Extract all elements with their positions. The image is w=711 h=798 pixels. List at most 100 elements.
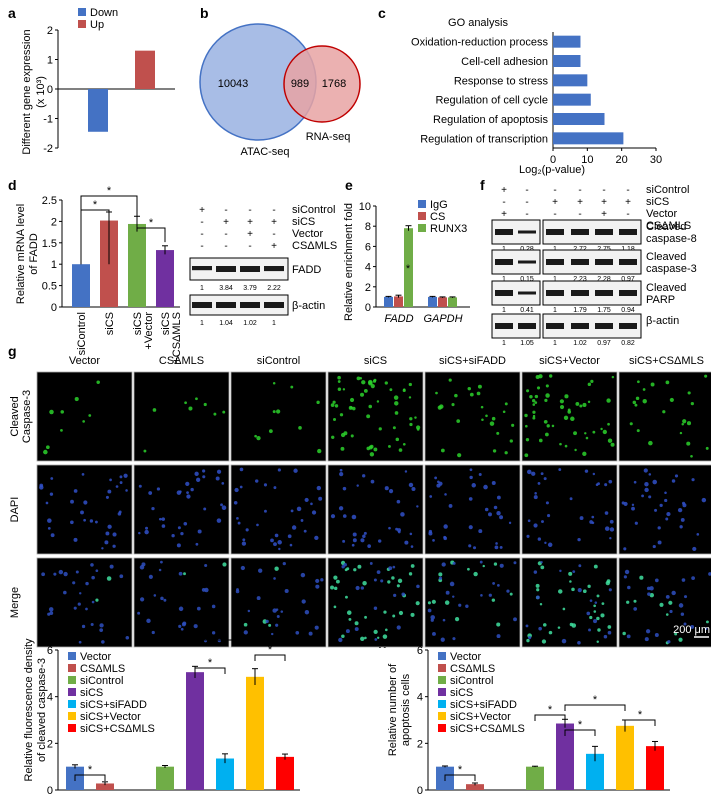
cell-dot: [91, 600, 95, 604]
cell-dot: [543, 477, 547, 481]
cell-dot: [368, 404, 373, 409]
panel-d-blot-mark: +: [247, 217, 253, 228]
cell-dot: [662, 410, 666, 414]
cell-dot: [222, 410, 226, 414]
panel-f-mark: -: [553, 209, 556, 220]
cell-dot: [641, 494, 644, 498]
panel-f-mark: -: [626, 209, 629, 220]
cell-dot: [442, 618, 446, 622]
cell-dot: [493, 562, 498, 566]
cell-dot: [77, 602, 81, 606]
cell-dot: [634, 521, 638, 525]
cell-dot: [243, 622, 248, 627]
cell-dot: [264, 509, 267, 513]
blot-band-actin: [240, 302, 260, 308]
cell-dot: [431, 599, 436, 604]
cell-dot: [301, 599, 306, 604]
panel-h-chart: Relative number of apoptosis cells 0 2 4 6 V…: [387, 645, 670, 797]
panel-d-ytick-label: 0.5: [42, 281, 57, 293]
cell-dot: [410, 545, 414, 548]
cell-dot: [668, 600, 673, 605]
cell-dot: [649, 586, 654, 591]
cell-dot: [221, 505, 227, 510]
cell-dot: [626, 600, 630, 604]
cell-dot: [404, 540, 409, 545]
blot-quant-fadd: 3.84: [219, 285, 233, 292]
panel-h-legend-swatch: [438, 724, 446, 732]
cell-dot: [343, 563, 347, 567]
cell-dot: [443, 536, 448, 541]
cell-dot: [434, 476, 438, 480]
cell-dot: [637, 380, 640, 384]
cell-dot: [156, 487, 161, 491]
cell-dot: [645, 629, 651, 634]
cell-dot: [559, 569, 562, 573]
cell-dot: [272, 410, 276, 414]
cell-dot: [569, 622, 574, 627]
cell-dot: [314, 625, 319, 630]
cell-dot: [478, 473, 482, 477]
cell-dot: [644, 487, 649, 493]
cell-dot: [268, 429, 273, 434]
panel-g-microscopy: Vector CSΔMLS siControl siCS siCS+siFADD siCS…: [9, 355, 711, 648]
panel-e-ytick-label: 6: [365, 241, 371, 253]
cell-dot: [678, 603, 684, 608]
panel-f-band: [619, 259, 637, 265]
cell-dot: [635, 396, 640, 401]
cell-dot: [339, 472, 344, 477]
cell-dot: [256, 596, 261, 601]
cell-dot: [140, 597, 145, 602]
cell-dot: [558, 468, 562, 471]
cell-dot: [438, 572, 443, 577]
cell-dot: [435, 391, 438, 395]
venn-right-count: 1768: [322, 78, 346, 90]
cell-dot: [48, 607, 54, 612]
panel-h-sig-star: *: [593, 694, 598, 706]
cell-dot: [50, 533, 55, 538]
cell-dot: [160, 596, 164, 601]
cell-dot: [202, 475, 206, 479]
cell-dot: [256, 435, 261, 441]
cell-dot: [101, 547, 104, 550]
cell-dot: [109, 564, 114, 569]
cell-dot: [112, 532, 117, 537]
panel-h-legend-swatch: [438, 700, 446, 708]
blot-quant-actin: 1: [272, 320, 276, 327]
cell-dot: [607, 630, 612, 635]
cell-dot: [532, 403, 536, 406]
cell-dot: [608, 479, 613, 484]
panel-f-mark: -: [602, 185, 605, 196]
cell-dot: [217, 638, 221, 643]
panel-gq-bar: [246, 676, 264, 790]
cell-dot: [682, 419, 687, 424]
cell-dot: [282, 562, 286, 566]
panel-f-quant: 0.15: [520, 276, 534, 283]
cell-dot: [190, 487, 194, 492]
cell-dot: [532, 399, 536, 403]
cell-dot: [374, 638, 378, 641]
panel-f-band: [595, 323, 613, 329]
panel-c-category-label: Regulation of apoptosis: [433, 114, 548, 126]
legend-label-up: Up: [90, 19, 104, 31]
panel-h-legend-swatch: [438, 688, 446, 696]
cell-dot: [525, 624, 529, 628]
venn-overlap-count: 989: [291, 78, 309, 90]
cell-dot: [236, 516, 239, 520]
cell-dot: [544, 541, 547, 545]
cell-dot: [573, 431, 578, 436]
cell-dot: [602, 429, 607, 435]
cell-dot: [705, 446, 709, 450]
cell-dot: [504, 402, 508, 406]
cell-dot: [408, 396, 412, 399]
cell-dot: [708, 572, 711, 576]
panel-g-column-label: siCS: [364, 355, 387, 367]
cell-dot: [89, 519, 94, 523]
cell-dot: [624, 569, 630, 575]
cell-dot: [356, 376, 361, 381]
cell-dot: [183, 572, 186, 576]
blot-fadd: [189, 257, 289, 281]
cell-dot: [704, 627, 708, 630]
cell-dot: [368, 379, 373, 385]
cell-dot: [430, 618, 434, 622]
